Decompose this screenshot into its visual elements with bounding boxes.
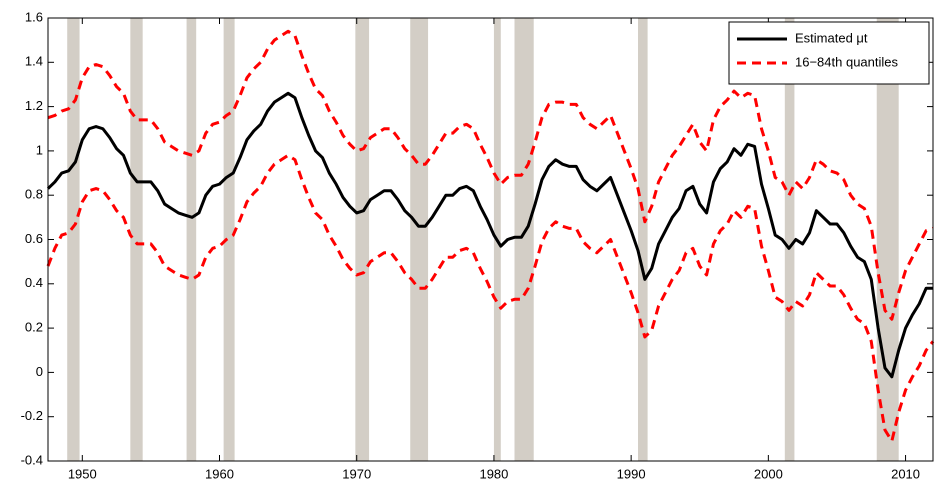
y-tick-label: 1.4 bbox=[25, 54, 43, 69]
x-tick-label: 1990 bbox=[617, 466, 646, 481]
recession-band bbox=[784, 18, 795, 461]
series-line bbox=[46, 91, 933, 379]
y-tick-label: 0.8 bbox=[25, 187, 43, 202]
x-tick-label: 1980 bbox=[479, 466, 508, 481]
series-line bbox=[47, 29, 934, 321]
y-tick-label: -0.4 bbox=[21, 452, 43, 467]
plot-frame bbox=[47, 17, 934, 462]
legend-box bbox=[728, 21, 930, 85]
recession-band bbox=[410, 18, 429, 461]
y-tick-label: 1 bbox=[36, 142, 43, 157]
series-line bbox=[46, 153, 935, 443]
y-tick-label: 0.2 bbox=[25, 320, 43, 335]
x-tick-label: 2000 bbox=[754, 466, 783, 481]
recession-band bbox=[223, 18, 235, 461]
recession-band bbox=[186, 18, 197, 461]
x-tick-label: 1950 bbox=[68, 466, 97, 481]
recession-band bbox=[514, 18, 534, 461]
legend-label: 16−84th quantiles bbox=[795, 54, 899, 69]
x-tick-label: 1960 bbox=[205, 466, 234, 481]
y-tick-label: 1.6 bbox=[25, 9, 43, 24]
y-tick-label: 0.6 bbox=[25, 231, 43, 246]
x-tick-label: 1970 bbox=[342, 466, 371, 481]
recession-band bbox=[67, 18, 80, 461]
recession-band bbox=[638, 18, 648, 461]
legend-label: Estimated μt bbox=[795, 30, 868, 45]
x-tick-label: 2010 bbox=[891, 466, 920, 481]
y-tick-label: 1.2 bbox=[25, 98, 43, 113]
y-tick-label: -0.2 bbox=[21, 408, 43, 423]
recession-band bbox=[130, 18, 143, 461]
recession-band bbox=[355, 18, 370, 461]
y-tick-label: 0 bbox=[36, 364, 43, 379]
y-tick-label: 0.4 bbox=[25, 275, 43, 290]
